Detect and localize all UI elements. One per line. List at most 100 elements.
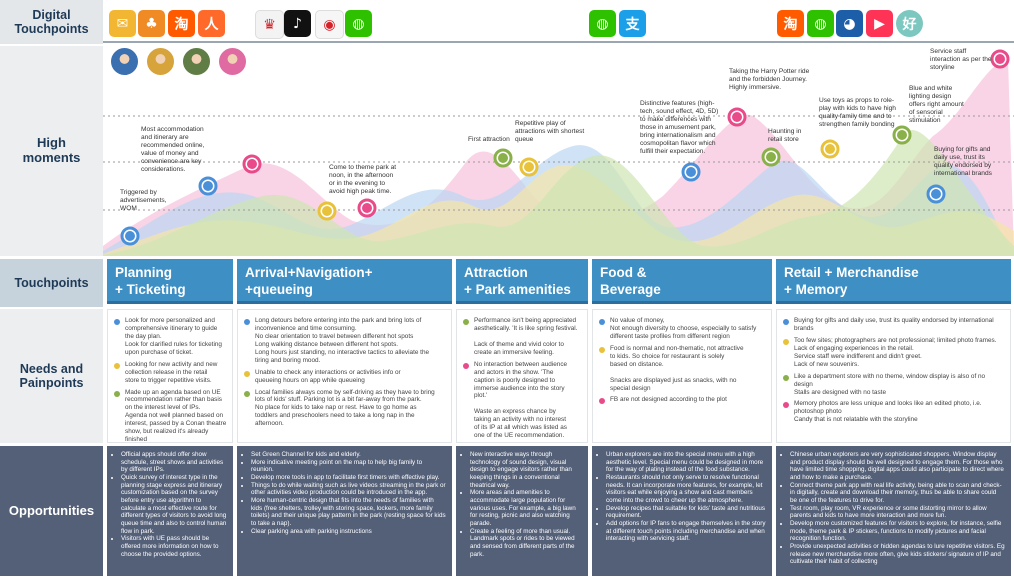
opportunity-item: Urban explorers are into the special men… xyxy=(606,451,766,474)
opportunity-item: Develop recipes that suitable for kids' … xyxy=(606,505,766,520)
needs-column: Buying for gifts and daily use, trust it… xyxy=(776,309,1011,443)
opportunity-item: Clear parking area with parking instruct… xyxy=(251,528,446,536)
need-text: Looking for new activity and new collect… xyxy=(125,360,218,384)
opportunity-column: Set Green Channel for kids and elderly. M… xyxy=(237,446,452,576)
need-color-dot xyxy=(783,338,789,345)
opportunity-item: Provide unexpected activities or hidden … xyxy=(790,543,1005,566)
needs-column: Look for more personalized and comprehen… xyxy=(107,309,233,443)
stage-header: Retail + Merchandise + Memory xyxy=(776,259,1011,304)
need-item: FB are not designed according to the plo… xyxy=(597,396,767,405)
persona-avatar xyxy=(183,48,210,75)
need-color-dot xyxy=(244,370,250,377)
moment-marker-core xyxy=(125,231,135,241)
moment-marker-core xyxy=(897,130,907,140)
opportunity-column: Urban explorers are into the special men… xyxy=(592,446,772,576)
opportunity-item: New interactive ways through technology … xyxy=(470,451,582,489)
shanghai-disney-app-icon: ◕ xyxy=(836,10,863,37)
opportunity-item: Develop more customized features for vis… xyxy=(790,520,1005,543)
shanghai-disney-app-icon: ♛ xyxy=(255,10,284,39)
need-color-dot xyxy=(114,319,120,325)
need-item: Memory photos are less unique and looks … xyxy=(781,400,1006,424)
need-text: Too few sites; photographers are not pro… xyxy=(794,336,997,368)
opportunity-item: Develop more tools in app to facilitate … xyxy=(251,474,446,482)
moment-marker-core xyxy=(322,206,332,216)
opportunity-column: Official apps should offer show schedule… xyxy=(107,446,233,576)
stage-header: Planning + Ticketing xyxy=(107,259,233,304)
opportunity-item: Restaurants should not only serve to res… xyxy=(606,474,766,505)
moment-annotation: Haunting in retail store xyxy=(768,128,802,144)
moment-annotation: Blue and white lighting design offers ri… xyxy=(909,85,964,125)
row-label-high-moments: High moments xyxy=(0,46,103,256)
opportunity-item: Test room, play room, VR experience or s… xyxy=(790,505,1005,520)
need-text: Memory photos are less unique and looks … xyxy=(794,400,982,424)
need-item: Unable to check any interactions or acti… xyxy=(242,369,447,385)
tiktok-app-icon: ♪ xyxy=(284,10,311,37)
row-label-digital-touchpoints: Digital Touchpoints xyxy=(0,0,103,44)
need-item: Too few sites; photographers are not pro… xyxy=(781,337,1006,369)
moment-marker-core xyxy=(931,189,941,199)
need-color-dot xyxy=(783,319,789,325)
moment-annotation: Triggered by advertisements, WOM xyxy=(120,189,167,213)
need-color-dot xyxy=(599,319,605,325)
high-moments-chart xyxy=(103,46,1014,256)
row-label-touchpoints: Touchpoints xyxy=(0,259,103,307)
moment-marker-core xyxy=(247,159,257,169)
moment-annotation: Use toys as props to role- play with kid… xyxy=(819,97,896,129)
opportunity-item: Official apps should offer show schedule… xyxy=(121,451,227,474)
wechat-app-icon: ◍ xyxy=(345,10,372,37)
moment-annotation: Service staff interaction as per the sto… xyxy=(930,48,992,72)
needs-column: Performance isn't being appreciated aest… xyxy=(456,309,588,443)
wechat-app-icon: ◍ xyxy=(589,10,616,37)
need-item: Long detours before entering into the pa… xyxy=(242,317,447,365)
need-text: Buying for gifts and daily use, trust it… xyxy=(794,317,994,332)
opportunity-item: Things to do while waiting such as live … xyxy=(251,482,446,497)
opportunity-item: More human-centric design that fits into… xyxy=(251,497,446,528)
row-label-needs-painpoints: Needs and Painpoints xyxy=(0,309,103,443)
need-text: Made up an agenda based on UE recommenda… xyxy=(125,388,227,443)
taobao-app-icon: 淘 xyxy=(168,10,195,37)
moment-marker-core xyxy=(362,203,372,213)
alipay-app-icon: 支 xyxy=(619,10,646,37)
need-item: Local families always come by self-drivi… xyxy=(242,389,447,429)
moment-marker-core xyxy=(686,167,696,177)
haole-app-icon: 好 xyxy=(896,10,923,37)
stage-header: Arrival+Navigation+ +queueing xyxy=(237,259,452,304)
need-text: Performance isn't being appreciated aest… xyxy=(474,317,578,356)
moment-annotation: First attraction xyxy=(468,136,510,143)
moment-marker-core xyxy=(825,144,835,154)
need-text: Unable to check any interactions or acti… xyxy=(255,368,401,384)
moment-annotation: Most accommodation and itinerary are rec… xyxy=(141,126,205,174)
need-color-dot xyxy=(463,362,469,369)
need-text: No value of money, Not enough diversity … xyxy=(610,317,757,340)
running-app-icon: 人 xyxy=(198,10,225,37)
moment-annotation: Come to theme park at noon, in the after… xyxy=(329,164,397,196)
need-text: No interaction between audience and acto… xyxy=(474,360,568,440)
need-item: Made up an agenda based on UE recommenda… xyxy=(112,388,228,443)
wechat-app-icon: ◍ xyxy=(807,10,834,37)
need-item: Food is normal and non-thematic, not att… xyxy=(597,345,767,393)
sprout-app-icon: ♣ xyxy=(138,10,165,37)
weibo-app-icon: ◉ xyxy=(315,10,344,39)
need-color-dot xyxy=(244,319,250,325)
moment-marker-core xyxy=(524,162,534,172)
moment-marker-core xyxy=(995,54,1005,64)
moment-annotation: Repetitive play of attractions with shor… xyxy=(515,120,585,144)
taobao-app-icon: 淘 xyxy=(777,10,804,37)
header-divider xyxy=(103,41,1014,43)
opportunity-column: New interactive ways through technology … xyxy=(456,446,588,576)
need-item: Performance isn't being appreciated aest… xyxy=(461,317,583,357)
need-item: Looking for new activity and new collect… xyxy=(112,361,228,385)
video-app-icon: ▶ xyxy=(866,10,893,37)
persona-avatar xyxy=(111,48,138,75)
moment-marker-core xyxy=(498,153,508,163)
need-text: Local families always come by self-drivi… xyxy=(255,388,435,428)
need-text: Like a department store with no theme, w… xyxy=(794,372,986,396)
opportunity-item: Set Green Channel for kids and elderly. xyxy=(251,451,446,459)
persona-avatar xyxy=(219,48,246,75)
moment-marker-core xyxy=(203,181,213,191)
need-color-dot xyxy=(114,362,120,369)
needs-column: Long detours before entering into the pa… xyxy=(237,309,452,443)
emotion-curve-svg xyxy=(103,49,1014,256)
need-color-dot xyxy=(599,346,605,353)
opportunity-item: Connect theme park app with real life ac… xyxy=(790,482,1005,505)
